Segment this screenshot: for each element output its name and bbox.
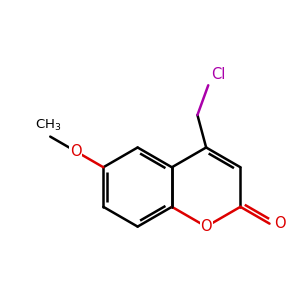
Text: Cl: Cl: [212, 67, 226, 82]
Text: CH$_3$: CH$_3$: [35, 118, 62, 133]
Text: O: O: [200, 219, 212, 234]
Text: O: O: [70, 144, 82, 159]
Text: O: O: [274, 216, 286, 231]
